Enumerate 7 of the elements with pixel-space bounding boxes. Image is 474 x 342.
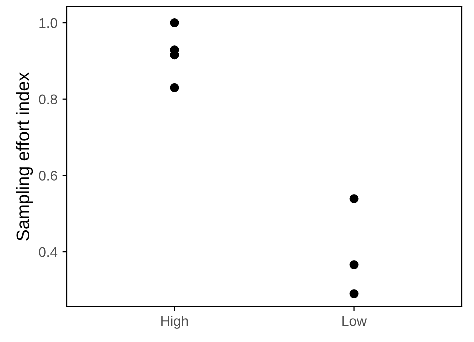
y-tick-label: 1.0 xyxy=(40,18,58,28)
y-axis-title: Sampling effort index xyxy=(16,72,34,241)
x-tick-label: High xyxy=(162,316,188,329)
x-tick-label: Low xyxy=(342,316,368,326)
y-tick-label: 0.4 xyxy=(39,247,58,258)
y-tick-label: 0.6 xyxy=(39,171,58,181)
y-tick-label: 0.8 xyxy=(39,94,58,105)
